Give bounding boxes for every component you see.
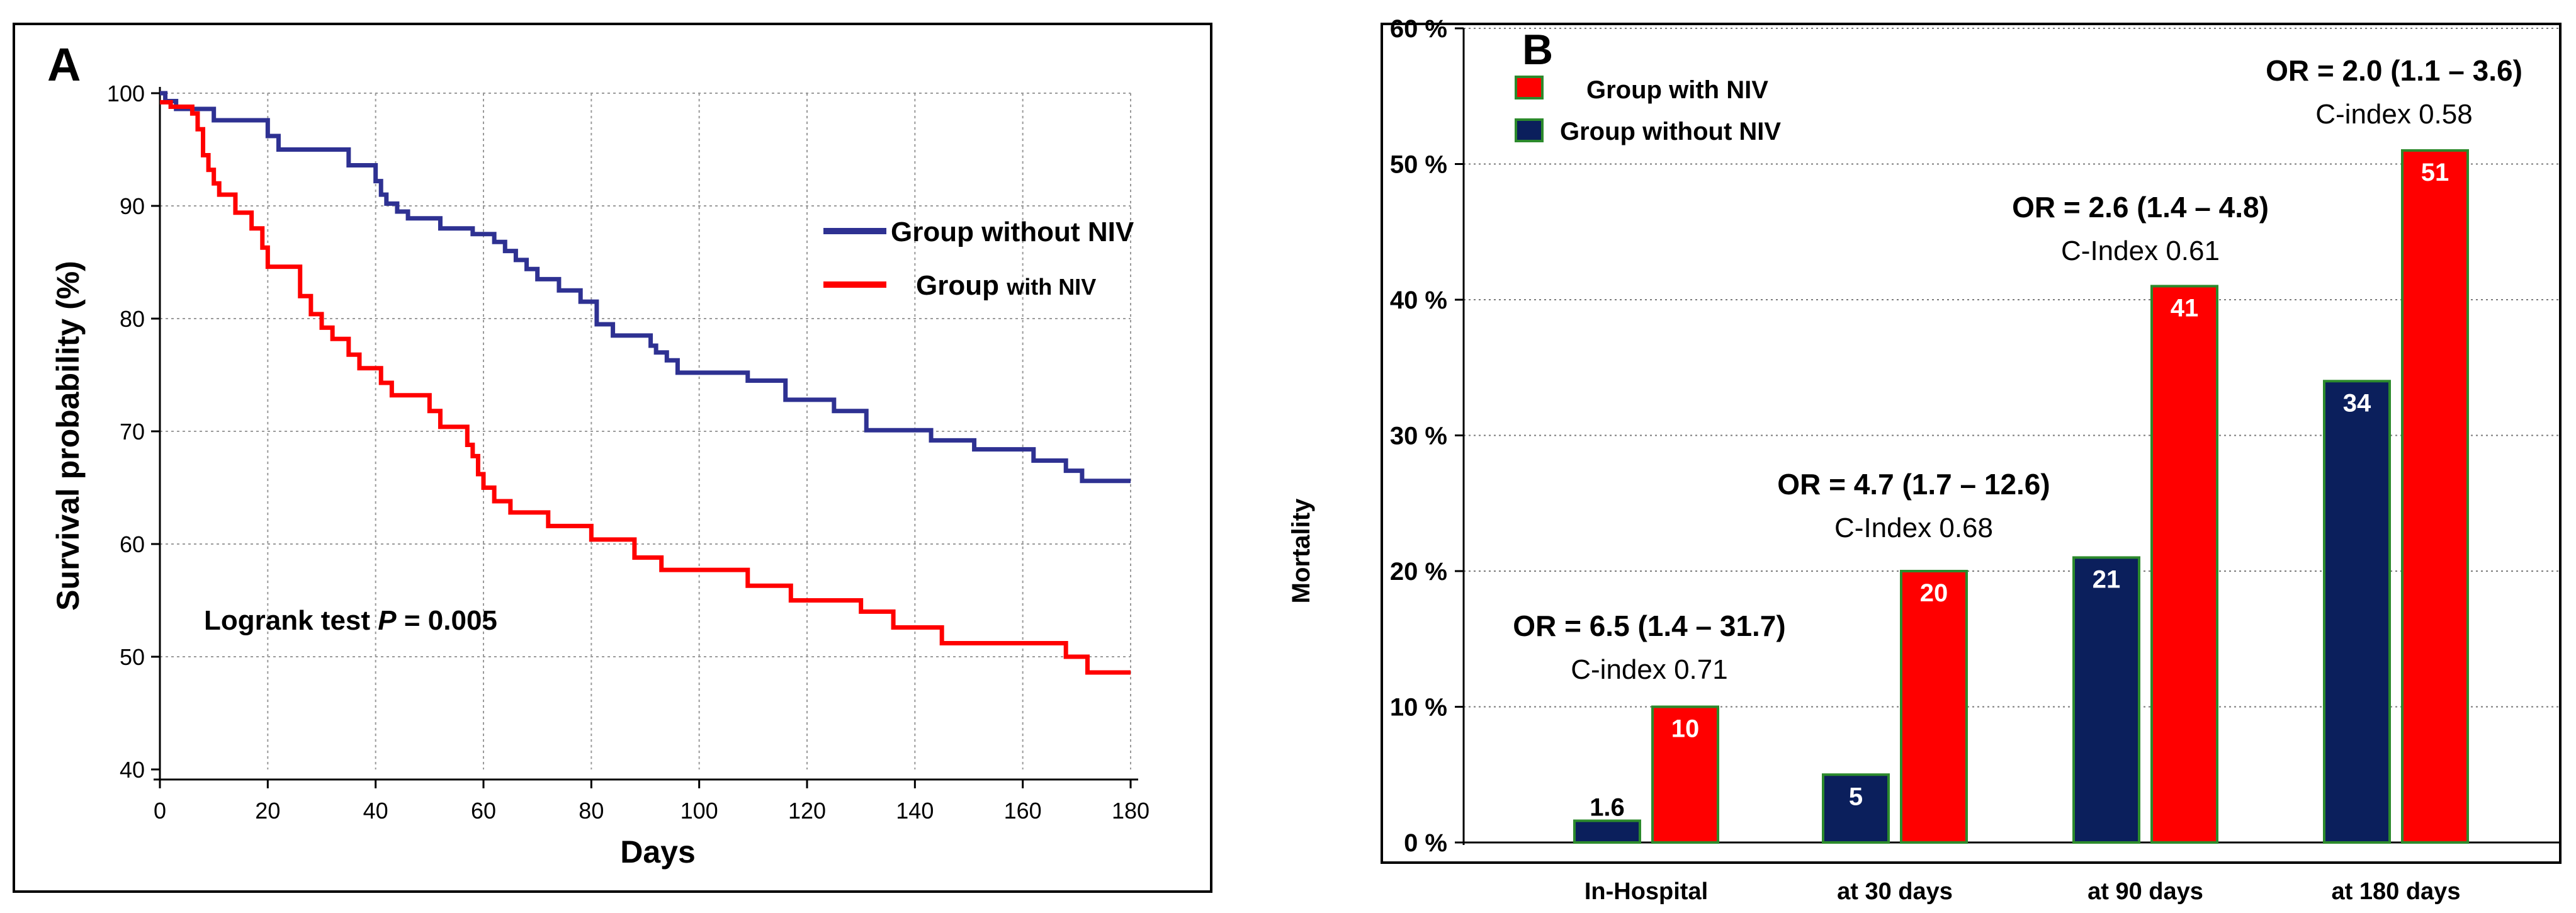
c-index-annotation: C-index 0.58: [2315, 99, 2472, 130]
panel-a-y-tick-label: 100: [107, 81, 145, 106]
bar-value-label-with-niv: 10: [1671, 715, 1700, 743]
panel-b-category-label: at 30 days: [1837, 878, 1953, 905]
survival-curve-without-niv: [160, 91, 1131, 484]
bar-value-label-without-niv: 34: [2343, 389, 2371, 417]
panel-b-y-tick-label: 30 %: [1390, 422, 1447, 450]
panel-a-axes: [154, 87, 1138, 781]
bar-value-label-without-niv: 1.6: [1590, 794, 1625, 822]
bar-value-label-without-niv: 5: [1849, 783, 1863, 810]
panel-b-label: B: [1522, 26, 1553, 74]
bar-without-niv: [2323, 380, 2391, 844]
panel-b-annotations: OR = 6.5 (1.4 – 31.7) C-index 0.71 OR = 4.…: [1513, 54, 2522, 685]
legend-label-b-without-niv: Group without NIV: [1560, 118, 1781, 145]
panel-b-category-label: at 180 days: [2332, 878, 2461, 905]
c-index-annotation: C-Index 0.68: [1834, 513, 1993, 543]
odds-ratio-annotation: OR = 4.7 (1.7 – 12.6): [1777, 468, 2050, 501]
panel-a-y-tick-label: 90: [120, 193, 145, 219]
legend-with-niv-main: Group: [916, 270, 1007, 301]
panel-a-series: [160, 91, 1131, 675]
bar-without-niv: [1573, 819, 1641, 844]
panel-a-x-tick-label: 120: [788, 798, 826, 824]
logrank-annotation: Logrank test P = 0.005: [204, 605, 497, 636]
panel-a-legend: Group without NIV Group with NIV: [823, 217, 1134, 301]
panel-a-y-axis-title: Survival probability (%): [50, 261, 86, 611]
bar-with-niv: [1900, 570, 1968, 844]
logrank-p: P: [378, 605, 397, 636]
panel-a-y-tick-label: 40: [120, 757, 145, 783]
panel-b-legend: Group with NIV Group without NIV: [1515, 76, 1781, 145]
odds-ratio-annotation: OR = 6.5 (1.4 – 31.7): [1513, 610, 1785, 642]
panel-b-y-tick-label: 10 %: [1390, 694, 1447, 722]
logrank-value: = 0.005: [397, 605, 497, 636]
panel-a: A 0 20 40 60 80 100 120 140 160 180 40 50 60 70 80 90 1…: [13, 23, 1212, 893]
panel-b-y-tick-label: 0 %: [1404, 829, 1447, 857]
bar-without-niv: [1822, 773, 1890, 844]
bar-value-label-without-niv: 21: [2093, 565, 2121, 593]
panel-a-y-tick-label: 80: [120, 306, 145, 332]
legend-label-without-niv: Group without NIV: [891, 217, 1134, 247]
odds-ratio-annotation: OR = 2.0 (1.1 – 3.6): [2266, 54, 2522, 87]
panel-b-y-tick-label: 20 %: [1390, 558, 1447, 586]
bar-value-label-with-niv: 20: [1920, 579, 1948, 607]
bar-without-niv: [2072, 556, 2140, 844]
panel-a-label: A: [47, 38, 81, 91]
panel-a-x-tick-label: 0: [154, 798, 166, 824]
panel-b-y-tick-label: 60 %: [1390, 15, 1447, 43]
panel-a-x-tick-label: 80: [579, 798, 604, 824]
legend-label-with-niv: Group with NIV: [916, 270, 1096, 301]
panel-a-x-tick-label: 140: [896, 798, 934, 824]
bar-with-niv: [1651, 705, 1719, 844]
panel-a-y-ticks: 40 50 60 70 80 90 100: [107, 81, 160, 783]
panel-a-x-tick-label: 40: [363, 798, 388, 824]
panel-a-y-tick-label: 50: [120, 644, 145, 670]
bar-value-label-with-niv: 51: [2421, 159, 2449, 186]
legend-with-niv-small: with NIV: [1006, 274, 1096, 300]
panel-a-x-tick-label: 100: [681, 798, 718, 824]
c-index-annotation: C-index 0.71: [1571, 654, 1727, 685]
panel-a-x-tick-label: 160: [1004, 798, 1042, 824]
legend-label-b-with-niv: Group with NIV: [1586, 76, 1768, 104]
panel-b-bars: 1.6 10 5 20 21 41 34 51: [1573, 149, 2469, 844]
panel-a-y-tick-label: 70: [120, 419, 145, 445]
odds-ratio-annotation: OR = 2.6 (1.4 – 4.8): [2012, 191, 2269, 224]
panel-a-x-tick-label: 60: [471, 798, 496, 824]
panel-b: B 0 % 10 % 20 % 30 % 40 % 50 % 60 % 1.6 10 5 20 21…: [1287, 15, 2562, 905]
panel-a-x-ticks: 0 20 40 60 80 100 120 140 160 180: [154, 780, 1150, 824]
panel-b-category-label: at 90 days: [2087, 878, 2203, 905]
bar-with-niv: [2150, 285, 2218, 844]
bar-with-niv: [2401, 149, 2469, 844]
legend-swatch-b-without-niv: [1515, 118, 1544, 142]
panel-a-x-axis-title: Days: [620, 834, 696, 870]
survival-curve-with-niv: [160, 99, 1131, 675]
panel-b-y-tick-label: 40 %: [1390, 286, 1447, 314]
c-index-annotation: C-Index 0.61: [2061, 235, 2220, 266]
panel-b-y-tick-label: 50 %: [1390, 151, 1447, 179]
panel-a-x-tick-label: 20: [255, 798, 280, 824]
logrank-prefix: Logrank test: [204, 605, 378, 636]
panel-a-x-tick-label: 180: [1112, 798, 1150, 824]
panel-b-y-axis-title: Mortality: [1287, 498, 1315, 603]
panel-b-x-labels: In-Hospital at 30 days at 90 days at 180 da…: [1585, 878, 2461, 905]
panel-a-y-tick-label: 60: [120, 531, 145, 557]
bar-value-label-with-niv: 41: [2171, 294, 2199, 322]
panel-b-category-label: In-Hospital: [1585, 878, 1708, 905]
panel-a-grid: [160, 93, 1131, 769]
legend-swatch-b-with-niv: [1515, 76, 1544, 99]
